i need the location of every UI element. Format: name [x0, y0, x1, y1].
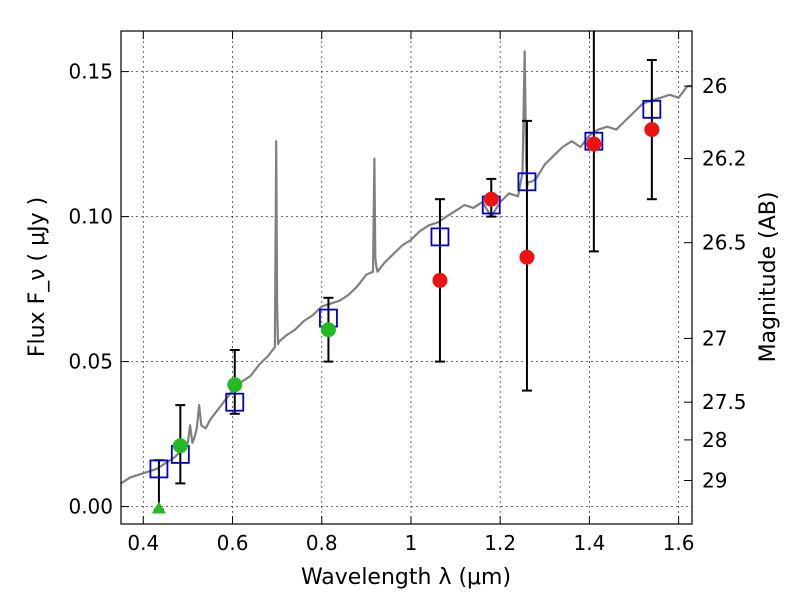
model-box — [430, 227, 450, 247]
y-axis-label: Flux F_ν ( μJy ) — [25, 197, 50, 357]
mag-tick-label: 29 — [702, 469, 727, 493]
upper-limit-triangle — [151, 501, 166, 514]
observed-point-red — [432, 272, 448, 288]
marker-layer — [149, 99, 662, 514]
y2-axis-label: Magnitude (AB) — [756, 192, 781, 363]
model-box — [642, 99, 662, 119]
x-tick-label: 1.6 — [663, 531, 695, 555]
observed-point-green — [320, 322, 336, 338]
model-box — [517, 172, 537, 192]
y-tick-label: 0.00 — [68, 495, 113, 519]
observed-point-red — [519, 249, 535, 265]
model-box — [225, 392, 245, 412]
y-tick-label: 0.15 — [68, 60, 113, 84]
mag-tick-label: 26.5 — [702, 231, 747, 255]
model-box — [149, 459, 169, 479]
x-tick-label: 1.4 — [573, 531, 605, 555]
observed-point-red — [644, 122, 660, 138]
mag-tick-label: 26 — [702, 74, 727, 98]
x-tick-label: 1.2 — [484, 531, 516, 555]
grid — [121, 31, 692, 524]
mag-tick-label: 27 — [702, 326, 727, 350]
y-tick-label: 0.05 — [68, 350, 113, 374]
observed-point-red — [483, 191, 499, 207]
tick-layer: 0.4 0.6 0.8 1 1.2 1.4 1.6 0.00 0.05 0.10 0.15 26 26.… — [68, 31, 747, 555]
spectrum-layer — [121, 50, 692, 485]
plot-frame — [120, 30, 693, 525]
observed-point-red — [586, 136, 602, 152]
mag-tick-label: 26.2 — [702, 147, 747, 171]
x-tick-label: 1 — [405, 531, 418, 555]
x-axis-label: Wavelength λ (μm) — [301, 565, 511, 590]
errorbar-layer — [153, 31, 657, 511]
observed-point-green — [227, 377, 243, 393]
x-tick-label: 0.8 — [306, 531, 338, 555]
mag-tick-label: 27.5 — [702, 390, 747, 414]
mag-tick-label: 28 — [702, 428, 727, 452]
observed-point-green — [172, 438, 188, 454]
y-tick-label: 0.10 — [68, 205, 113, 229]
spectrum-line — [121, 50, 692, 485]
x-tick-label: 0.6 — [217, 531, 249, 555]
x-tick-label: 0.4 — [127, 531, 159, 555]
